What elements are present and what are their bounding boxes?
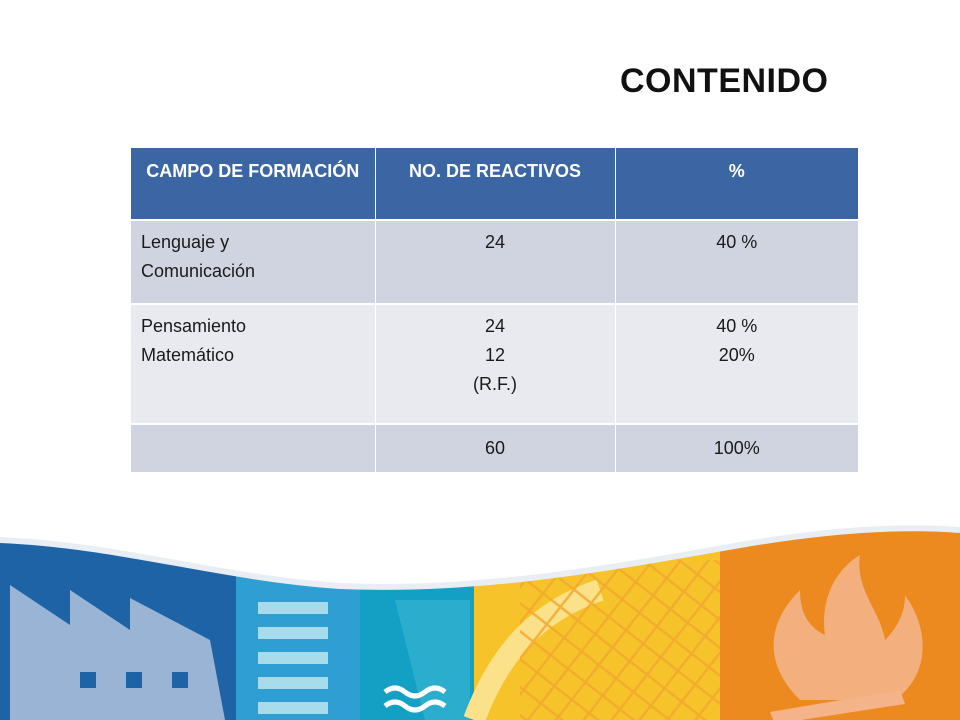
ladder-icon xyxy=(258,602,328,714)
cell-reactivos: 24 xyxy=(374,219,615,304)
header-porcentaje: % xyxy=(614,148,858,220)
header-reactivos: NO. DE REACTIVOS xyxy=(374,148,615,220)
cell-line: 60 xyxy=(484,438,506,458)
cell-campo xyxy=(131,423,375,472)
fire-icon xyxy=(770,555,923,720)
cell-porcentaje: 40 % 20% xyxy=(614,303,858,424)
cell-campo: Pensamiento Matemático xyxy=(131,303,375,424)
table-row: Lenguaje y Comunicación 24 40 % xyxy=(131,219,858,304)
cell-line: Matemático xyxy=(141,345,235,365)
cell-line: Pensamiento xyxy=(141,316,247,336)
table-total-row: 60 100% xyxy=(131,423,858,472)
header-campo: CAMPO DE FORMACIÓN xyxy=(131,148,375,220)
cell-line: 40 % xyxy=(716,316,758,336)
cell-line: 40 % xyxy=(716,232,758,252)
water-waves-icon xyxy=(383,600,470,720)
cell-reactivos: 24 12 (R.F.) xyxy=(374,303,615,424)
table-header-row: CAMPO DE FORMACIÓN NO. DE REACTIVOS % xyxy=(131,148,858,220)
wave-edge xyxy=(0,525,960,590)
corn-grid-icon xyxy=(463,560,720,720)
cell-line: (R.F.) xyxy=(473,374,517,394)
cell-reactivos-total: 60 xyxy=(374,423,615,472)
cell-campo: Lenguaje y Comunicación xyxy=(131,219,375,304)
cell-line: 20% xyxy=(718,345,755,365)
cell-porcentaje: 40 % xyxy=(614,219,858,304)
cell-line: 12 xyxy=(484,345,506,365)
cell-line: 24 xyxy=(484,232,506,252)
decorative-banner xyxy=(0,525,960,720)
content-table: CAMPO DE FORMACIÓN NO. DE REACTIVOS % Le… xyxy=(131,148,858,472)
cell-line: 100% xyxy=(713,438,760,458)
cell-line: Comunicación xyxy=(141,261,256,281)
cell-line: 24 xyxy=(484,316,506,336)
table-row: Pensamiento Matemático 24 12 (R.F.) 40 %… xyxy=(131,303,858,424)
factory-icon xyxy=(10,585,225,720)
cell-line: Lenguaje y xyxy=(141,232,230,252)
slide-title: CONTENIDO xyxy=(620,62,829,100)
cell-porcentaje-total: 100% xyxy=(614,423,858,472)
